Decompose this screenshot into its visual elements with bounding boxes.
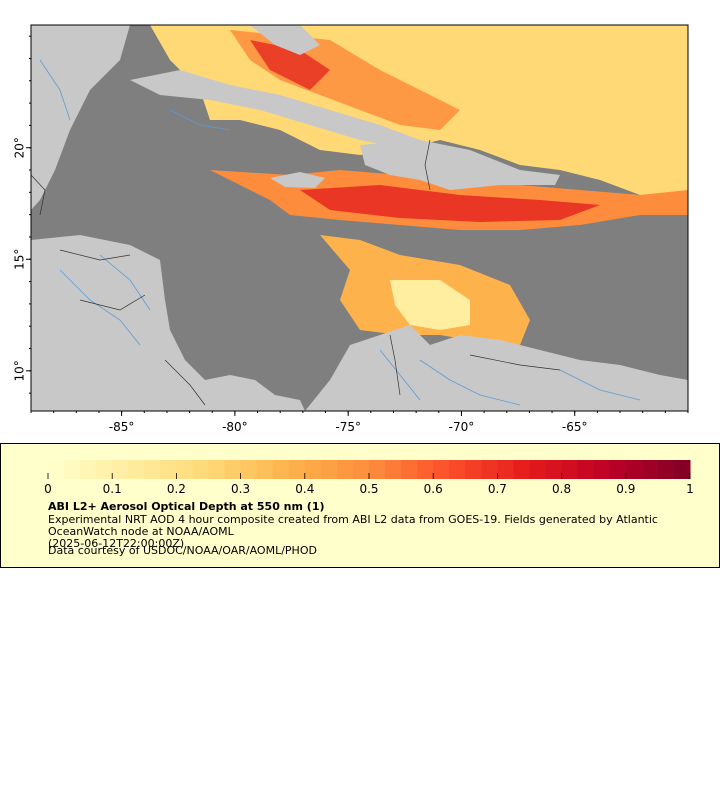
legend-credit: Data courtesy of USDOC/NOAA/OAR/AOML/PHO… <box>48 544 317 557</box>
lon-tick-label: -85° <box>109 420 135 434</box>
map-frame: -85° -80° -75° -70° -65° 10° 15° 20° <box>0 0 720 440</box>
aod-map[interactable]: -85° -80° -75° -70° -65° 10° 15° 20° <box>0 0 720 440</box>
lon-tick-label: -75° <box>335 420 361 434</box>
longitude-axis: -85° -80° -75° -70° -65° <box>30 411 689 434</box>
colorbar-tick-label: 1 <box>686 482 694 496</box>
colorbar-tick-label: 0.3 <box>231 482 250 496</box>
aod-plume-mid-dark <box>300 185 600 222</box>
colorbar-swatch <box>208 460 226 479</box>
colorbar-swatch <box>240 460 258 479</box>
colorbar-swatch <box>401 460 418 479</box>
colorbar-swatch <box>144 460 161 479</box>
colorbar: 0 0.1 0.2 0.3 0.4 0.5 0.6 0.7 0.8 0.9 1 <box>44 460 694 496</box>
colorbar-swatch <box>609 460 627 479</box>
lat-tick-label: 15° <box>13 249 27 270</box>
colorbar-swatch <box>64 460 81 479</box>
lon-tick-label: -80° <box>222 420 248 434</box>
colorbar-tick-label: 0.9 <box>616 482 635 496</box>
rivers <box>39 59 641 406</box>
colorbar-swatch <box>513 460 530 479</box>
colorbar-swatch <box>529 460 547 479</box>
colorbar-swatch <box>497 460 514 479</box>
colorbar-swatch <box>561 460 579 479</box>
colorbar-swatch <box>192 460 209 479</box>
colorbar-swatch <box>96 460 113 479</box>
colorbar-swatch <box>304 460 322 479</box>
colorbar-swatch <box>545 460 563 479</box>
lon-tick-label: -70° <box>449 420 475 434</box>
land-south-america <box>305 325 688 411</box>
land-hispaniola <box>360 140 560 190</box>
colorbar-swatch <box>577 460 595 479</box>
country-borders <box>31 139 561 406</box>
land-yucatan-north <box>31 25 130 210</box>
colorbar-tick-label: 0.7 <box>488 482 507 496</box>
colorbar-swatch <box>160 460 177 479</box>
colorbar-swatch <box>641 460 659 479</box>
lat-tick-label: 10° <box>13 360 27 381</box>
colorbar-tick-label: 0.8 <box>552 482 571 496</box>
legend-description: Experimental NRT AOD 4 hour composite cr… <box>48 514 688 550</box>
map-border <box>30 24 689 412</box>
colorbar-swatch <box>224 460 242 479</box>
colorbar-swatch <box>625 460 643 479</box>
latitude-axis: 10° 15° 20° <box>13 35 31 394</box>
land-florida-bahamas <box>250 25 320 55</box>
colorbar-swatch <box>176 460 193 479</box>
legend-timestamp: (2025-06-12T22:00:00Z) <box>48 537 185 550</box>
colorbar-swatch <box>320 460 338 479</box>
colorbar-swatch <box>48 460 65 479</box>
land-cuba <box>130 70 420 150</box>
colorbar-swatch <box>128 460 145 479</box>
land-jamaica <box>270 172 325 188</box>
colorbar-tick-label: 0.1 <box>103 482 122 496</box>
colorbar-swatch <box>336 460 354 479</box>
legend-title: ABI L2+ Aerosol Optical Depth at 550 nm … <box>48 500 325 513</box>
colorbar-tick-label: 0.6 <box>424 482 443 496</box>
colorbar-swatch <box>352 460 370 479</box>
colorbar-tick-label: 0.5 <box>359 482 378 496</box>
colorbar-swatch <box>449 460 466 479</box>
colorbar-tick-label: 0.4 <box>295 482 314 496</box>
lon-tick-label: -65° <box>562 420 588 434</box>
colorbar-swatch <box>481 460 498 479</box>
colorbar-swatch <box>433 460 450 479</box>
colorbar-swatch <box>465 460 482 479</box>
colorbar-swatch <box>593 460 611 479</box>
colorbar-swatch <box>256 460 274 479</box>
colorbar-swatch <box>657 460 675 479</box>
land-central-america <box>31 235 305 411</box>
legend-description-text: Experimental NRT AOD 4 hour composite cr… <box>48 513 662 538</box>
aod-plume-north-dark <box>250 40 330 90</box>
colorbar-swatch <box>112 460 129 479</box>
aod-plume-south-core <box>390 280 470 330</box>
colorbar-swatch <box>369 460 386 479</box>
colorbar-swatch <box>272 460 290 479</box>
colorbar-swatch <box>417 460 434 479</box>
legend-panel: 0 0.1 0.2 0.3 0.4 0.5 0.6 0.7 0.8 0.9 1 ABI L2+ Ae… <box>0 443 720 568</box>
colorbar-swatch <box>288 460 306 479</box>
colorbar-tick-label: 0.2 <box>167 482 186 496</box>
colorbar-swatch <box>385 460 402 479</box>
colorbar-swatch <box>673 460 691 479</box>
colorbar-swatch <box>80 460 97 479</box>
lat-tick-label: 20° <box>13 137 27 158</box>
colorbar-tick-label: 0 <box>44 482 52 496</box>
